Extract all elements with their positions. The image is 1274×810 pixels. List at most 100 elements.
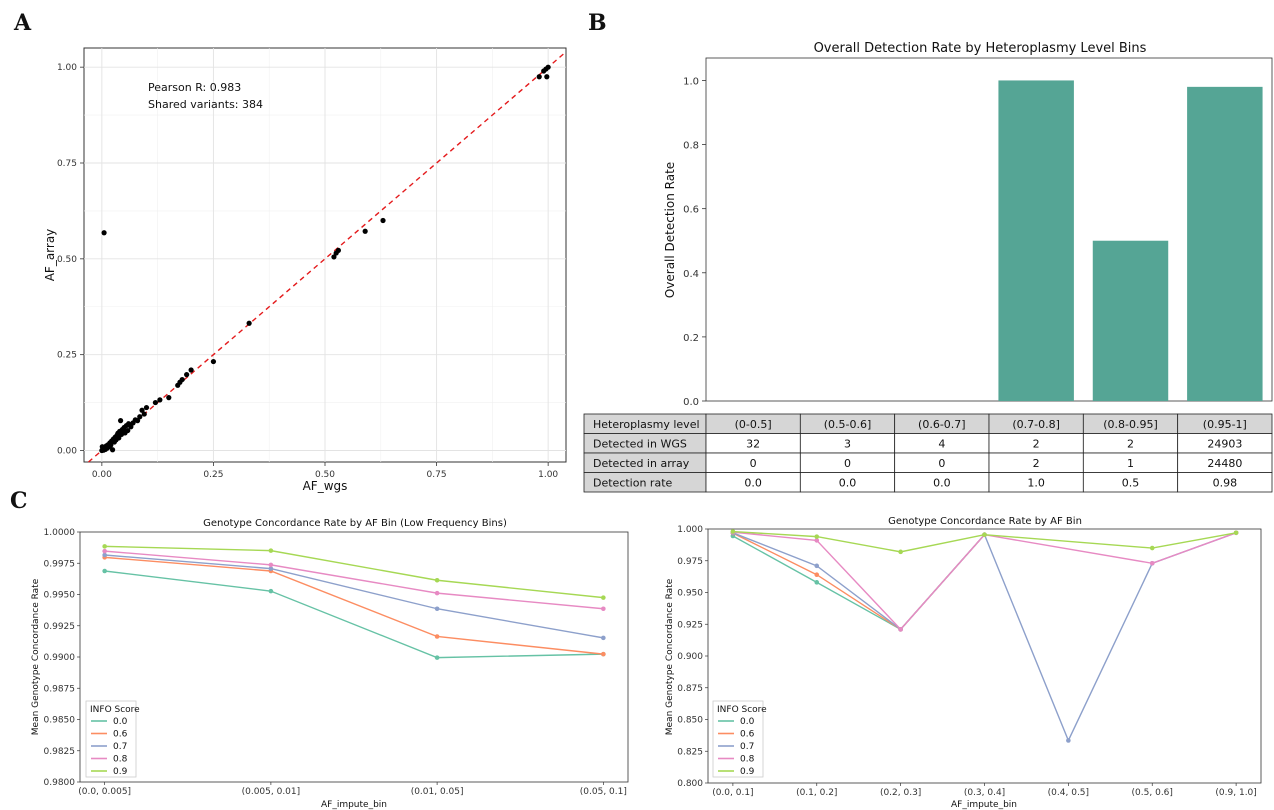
concordance-low-freq-plot-area	[79, 531, 629, 783]
y-tick-label: 0.975	[677, 557, 703, 567]
scatter-point	[101, 230, 107, 236]
series-point	[898, 627, 903, 632]
legend-label: 0.8	[113, 755, 128, 765]
scatter-point	[141, 411, 147, 417]
scatter-y-tick-label: 0.50	[57, 255, 77, 265]
series-point	[601, 595, 606, 600]
bar	[1092, 240, 1169, 401]
concordance-full-legend-title: INFO Score	[717, 705, 767, 715]
scatter-point	[109, 447, 116, 453]
bar	[998, 80, 1074, 401]
series-line	[732, 534, 986, 631]
scatter-point	[99, 444, 105, 450]
x-tick-label: (0.005, 0.01]	[242, 787, 301, 797]
scatter-point	[128, 424, 134, 430]
x-tick-label: (0.9, 1.0]	[1215, 788, 1256, 798]
y-tick-label: 0.925	[677, 620, 703, 630]
y-tick-label: 0.9875	[44, 684, 76, 694]
scatter-y-tick-label: 0.75	[57, 159, 77, 169]
y-tick-label: 0.825	[677, 747, 703, 757]
scatter-y-tick-label: 1.00	[57, 63, 77, 73]
table-value: 0.5	[1122, 477, 1140, 490]
y-tick-label: 1.0000	[44, 528, 76, 538]
bar-panel: Overall Detection Rate by Heteroplasmy L…	[583, 41, 1273, 493]
scatter-x-label: AF_wgs	[303, 479, 348, 493]
concordance-low-freq-x-label: AF_impute_bin	[321, 800, 387, 810]
table-value: 0.0	[744, 477, 762, 490]
y-tick-label: 0.9800	[44, 778, 76, 788]
table-value: 0.98	[1213, 477, 1238, 490]
scatter-point	[117, 418, 124, 424]
legend-label: 0.7	[113, 742, 127, 752]
table-value: 1	[1127, 457, 1134, 470]
panel-letter-c: C	[10, 488, 28, 514]
concordance-full-plot-area	[707, 528, 1262, 784]
y-tick-label: 0.950	[677, 589, 703, 599]
x-tick-label: (0.3, 0.4]	[964, 788, 1005, 798]
scatter-point	[335, 247, 341, 253]
table-header-cell: (0.95-1]	[1203, 418, 1247, 431]
series-line	[104, 556, 604, 655]
bar-ticks: 0.0 0.2 0.4 0.6 0.8 1.0	[683, 76, 706, 408]
detection-table: Heteroplasmy level (0-0.5] (0.5-0.6] (0.6-0…	[583, 413, 1273, 493]
y-tick-label: 0.9975	[44, 559, 76, 569]
legend-label: 0.0	[113, 717, 128, 727]
table-value: 0.0	[933, 477, 951, 490]
table-value: 32	[746, 438, 760, 451]
scatter-point	[137, 414, 143, 420]
y-tick-label: 0.9950	[44, 591, 76, 601]
concordance-full-x-label: AF_impute_bin	[951, 800, 1017, 810]
scatter-ticks: 0.00 0.25 0.50 0.75 1.00 0.00 0.25 0.50 0.75 1.00	[57, 63, 558, 480]
table-value: 0.0	[839, 477, 857, 490]
series-point	[434, 655, 440, 660]
scatter-x-tick-label: 0.25	[203, 470, 223, 480]
bar	[1187, 86, 1263, 401]
table-value: 0	[844, 457, 851, 470]
table-header-cell: (0.8-0.95]	[1103, 418, 1158, 431]
legend-label: 0.6	[113, 730, 128, 740]
series-point	[1233, 530, 1239, 536]
scatter-point	[545, 64, 551, 70]
series-line	[732, 532, 1237, 743]
y-tick-label: 0.9850	[44, 716, 76, 726]
scatter-point	[179, 376, 185, 383]
scatter-points	[99, 64, 551, 454]
concordance-low-freq-y-label: Mean Genotype Concordance Rate	[31, 578, 41, 735]
concordance-low-freq-panel: Genotype Concordance Rate by AF Bin (Low…	[31, 518, 629, 810]
table-value: 2	[1127, 438, 1134, 451]
table-value: 0	[938, 457, 945, 470]
scatter-point	[536, 74, 542, 80]
y-tick-label: 0.800	[677, 779, 703, 789]
series-point	[268, 562, 274, 568]
x-tick-label: (0.1, 0.2]	[796, 788, 837, 798]
scatter-point	[134, 418, 141, 424]
scatter-point	[108, 442, 114, 448]
table-header-cell: (0.6-0.7]	[918, 418, 966, 431]
table-header-cell: (0.7-0.8]	[1012, 418, 1060, 431]
x-tick-label: (0.2, 0.3]	[880, 788, 921, 798]
x-tick-label: (0.4, 0.5]	[1048, 788, 1089, 798]
concordance-full-panel: Genotype Concordance Rate by AF Bin 0.80…	[665, 516, 1262, 810]
scatter-point	[188, 367, 194, 373]
y-tick-label: 0.875	[677, 684, 703, 694]
scatter-x-tick-label: 0.00	[92, 470, 112, 480]
x-tick-label: (0.0, 0.005]	[78, 787, 131, 797]
table-value: 0	[750, 457, 757, 470]
series-line	[732, 530, 1237, 553]
bar-y-tick-label: 0.4	[683, 269, 699, 280]
bar-y-label: Overall Detection Rate	[663, 162, 677, 298]
legend-label: 0.9	[113, 767, 128, 777]
table-value: 3	[844, 438, 851, 451]
series-point	[814, 534, 820, 539]
table-value: 1.0	[1027, 477, 1045, 490]
legend-label: 0.8	[740, 755, 755, 765]
scatter-point	[139, 407, 145, 413]
table-value: 2	[1033, 457, 1040, 470]
shared-variants-annotation: Shared variants: 384	[148, 98, 263, 111]
bar-y-tick-label: 1.0	[683, 76, 699, 87]
series-point	[1149, 545, 1155, 551]
series-point	[601, 635, 606, 641]
table-value: 24480	[1207, 457, 1242, 470]
scatter-point	[157, 397, 163, 403]
series-point	[814, 538, 820, 543]
